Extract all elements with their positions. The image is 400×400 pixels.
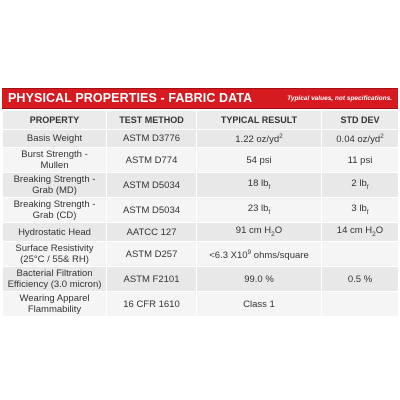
cell: 0.5 %	[321, 266, 399, 292]
cell-text: 14 cm H	[336, 224, 373, 236]
column-header: STD DEV	[321, 110, 399, 130]
subscript: f	[366, 208, 369, 216]
data-sheet: PHYSICAL PROPERTIES - FABRIC DATA Typica…	[2, 88, 399, 317]
cell: 3 lbf	[321, 197, 399, 223]
cell: 99.0 %	[196, 266, 322, 292]
cell: 2 lbf	[321, 172, 399, 198]
cell-text: O	[274, 224, 283, 236]
cell: ASTM D5034	[106, 172, 197, 198]
cell-text: 23 lb	[247, 202, 269, 214]
cell-text: 91 cm H	[235, 224, 272, 236]
subscript: f	[268, 183, 271, 191]
cell: ASTM D5034	[106, 197, 197, 223]
cell-text: 2 lb	[351, 177, 367, 189]
cell: 16 CFR 1610	[106, 291, 197, 317]
subscript: 2	[372, 230, 376, 238]
cell: ASTM D774	[106, 147, 197, 173]
column-header: TEST METHOD	[106, 110, 197, 130]
cell: 23 lbf	[196, 197, 322, 223]
cell: Basis Weight	[2, 129, 107, 148]
cell: ASTM D257	[106, 241, 197, 267]
table-row: Wearing Apparel Flammability 16 CFR 1610 C…	[2, 291, 399, 317]
cell: Bacterial Filtration Efficiency (3.0 mic…	[2, 266, 107, 292]
table-row: Breaking Strength - Grab (MD) ASTM D5034 1…	[2, 172, 399, 198]
cell: 1.22 oz/yd2	[196, 129, 322, 148]
cell-text: 18 lb	[247, 177, 269, 189]
cell-text: 1.22 oz/yd	[235, 134, 280, 146]
column-header: TYPICAL RESULT	[196, 110, 322, 130]
empty-cell	[321, 291, 399, 317]
properties-table: PROPERTY TEST METHOD TYPICAL RESULT STD DEV…	[2, 110, 399, 317]
cell: 11 psi	[321, 147, 399, 173]
cell: 14 cm H2O	[321, 222, 399, 242]
cell-text: O	[375, 224, 384, 236]
cell: 91 cm H2O	[196, 222, 322, 242]
cell: Surface Resistivity (25°C / 55& RH)	[2, 241, 107, 267]
empty-cell	[321, 241, 399, 267]
cell-text: 3 lb	[351, 202, 367, 214]
cell-text: ohms/square	[251, 250, 309, 262]
superscript: 9	[247, 248, 252, 256]
title: PHYSICAL PROPERTIES - FABRIC DATA	[8, 91, 253, 105]
note: Typical values, not specifications.	[287, 95, 392, 102]
subscript: 2	[271, 230, 275, 238]
table-row: Burst Strength - Mullen ASTM D774 54 psi 11…	[2, 147, 399, 173]
superscript: 2	[279, 133, 283, 141]
cell: ASTM F2101	[106, 266, 197, 292]
table-row: Surface Resistivity (25°C / 55& RH) ASTM …	[2, 241, 399, 267]
table-row: Breaking Strength - Grab (CD) ASTM D5034 2…	[2, 197, 399, 223]
table-row: Basis Weight ASTM D3776 1.22 oz/yd2 0.04 oz…	[2, 129, 399, 148]
cell-text: <6.3 X10	[209, 250, 248, 262]
header-bar: PHYSICAL PROPERTIES - FABRIC DATA Typica…	[2, 88, 398, 109]
cell-text: 0.04 oz/yd	[336, 134, 381, 146]
cell: 54 psi	[196, 147, 322, 173]
table-row: Bacterial Filtration Efficiency (3.0 mic…	[2, 266, 399, 292]
cell: AATCC 127	[106, 222, 197, 242]
subscript: f	[268, 208, 271, 216]
cell: ASTM D3776	[106, 129, 197, 148]
cell: Hydrostatic Head	[2, 222, 107, 242]
superscript: 2	[380, 133, 384, 141]
cell: Breaking Strength - Grab (MD)	[2, 172, 107, 198]
cell: Burst Strength - Mullen	[2, 147, 107, 173]
cell: 0.04 oz/yd2	[321, 129, 399, 148]
cell: Breaking Strength - Grab (CD)	[2, 197, 107, 223]
header-row: PROPERTY TEST METHOD TYPICAL RESULT STD DEV	[2, 110, 399, 130]
cell: Class 1	[196, 291, 322, 317]
subscript: f	[366, 183, 369, 191]
cell: Wearing Apparel Flammability	[2, 291, 107, 317]
column-header: PROPERTY	[2, 110, 107, 130]
table-row: Hydrostatic Head AATCC 127 91 cm H2O 14 cm …	[2, 222, 399, 242]
cell: <6.3 X109 ohms/square	[196, 241, 322, 267]
cell: 18 lbf	[196, 172, 322, 198]
